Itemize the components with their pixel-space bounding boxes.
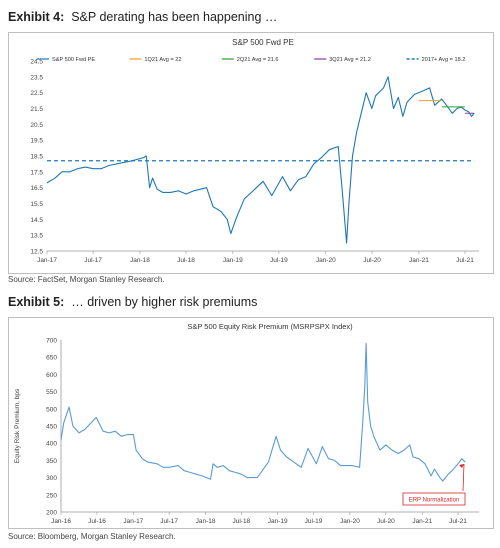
exhibit-5-label: Exhibit 5: <box>8 295 65 309</box>
x-tick-label: Jan-21 <box>412 518 432 525</box>
x-tick-label: Jan-21 <box>409 257 429 264</box>
y-tick-label: 19.5 <box>30 138 43 145</box>
x-tick-label: Jul-20 <box>377 518 395 525</box>
series-line-s-p-500-fwd-pe <box>46 76 475 244</box>
x-tick-label: Jan-19 <box>268 518 288 525</box>
y-tick-label: 17.5 <box>30 169 43 176</box>
x-tick-label: Jul-18 <box>177 257 195 264</box>
x-tick-label: Jan-17 <box>123 518 143 525</box>
exhibit-5: Exhibit 5: … driven by higher risk premi… <box>8 295 494 545</box>
annotation-arrow <box>462 463 465 492</box>
exhibit-4-title: S&P derating has been happening … <box>71 10 278 24</box>
x-tick-label: Jul-21 <box>449 518 467 525</box>
legend-label: 1Q21 Avg = 22 <box>144 57 181 63</box>
y-tick-label: 400 <box>46 441 57 448</box>
x-tick-label: Jul-20 <box>363 257 381 264</box>
x-tick-label: Jan-20 <box>340 518 360 525</box>
x-tick-label: Jan-19 <box>223 257 243 264</box>
legend-label: 2017+ Avg = 18.2 <box>422 57 466 63</box>
y-tick-label: 13.5 <box>30 233 43 240</box>
x-tick-label: Jan-20 <box>316 257 336 264</box>
x-tick-label: Jul-19 <box>270 257 288 264</box>
y-tick-label: 22.5 <box>30 90 43 97</box>
exhibit-4: Exhibit 4: S&P derating has been happeni… <box>8 10 494 285</box>
y-tick-label: 350 <box>46 458 57 465</box>
y-tick-label: 16.5 <box>30 185 43 192</box>
x-tick-label: Jul-17 <box>84 257 102 264</box>
x-tick-label: Jan-18 <box>196 518 216 525</box>
y-tick-label: 23.5 <box>30 74 43 81</box>
x-tick-label: Jul-18 <box>232 518 250 525</box>
x-tick-label: Jan-16 <box>51 518 71 525</box>
exhibit-5-source: Source: Bloomberg, Morgan Stanley Resear… <box>8 532 176 541</box>
y-tick-label: 550 <box>46 389 57 396</box>
series-line-erp <box>60 342 466 482</box>
x-tick-label: Jul-17 <box>160 518 178 525</box>
exhibit-4-heading: Exhibit 4: S&P derating has been happeni… <box>8 10 277 24</box>
chart-1-frame: S&P 500 Fwd PE 12.5 13.5 14.5 15.5 16.5 17.5 18… <box>8 32 494 274</box>
y-tick-label: 450 <box>46 424 57 431</box>
exhibit-4-label: Exhibit 4: <box>8 10 65 24</box>
y-tick-label: 20.5 <box>30 122 43 129</box>
x-tick-label: Jul-16 <box>88 518 106 525</box>
annotation-box <box>402 492 466 506</box>
y-tick-label: 24.5 <box>30 59 43 66</box>
x-tick-label: Jul-21 <box>456 257 474 264</box>
chart-title: S&P 500 Fwd PE <box>232 38 294 47</box>
x-tick-label: Jan-17 <box>37 257 57 264</box>
exhibit-5-title: … driven by higher risk premiums <box>71 295 258 309</box>
pe-chart: S&P 500 Fwd PE 12.5 13.5 14.5 15.5 16.5 17.5 18… <box>30 38 479 264</box>
y-tick-label: 300 <box>46 475 57 482</box>
exhibit-4-source: Source: FactSet, Morgan Stanley Research… <box>8 275 165 284</box>
annotation-label: ERP Normalization <box>409 498 460 504</box>
y-tick-label: 12.5 <box>30 249 43 256</box>
y-tick-label: 15.5 <box>30 201 43 208</box>
erp-chart: S&P 500 Equity Risk Premium (MSRPSPX Ind… <box>14 322 479 525</box>
exhibit-5-heading: Exhibit 5: … driven by higher risk premi… <box>8 295 257 309</box>
x-tick-label: Jul-19 <box>305 518 323 525</box>
y-tick-label: 18.5 <box>30 154 43 161</box>
y-tick-label: 200 <box>46 510 57 517</box>
legend-label: 2Q21 Avg = 21.6 <box>237 57 279 63</box>
chart-title: S&P 500 Equity Risk Premium (MSRPSPX Ind… <box>187 322 353 331</box>
legend-label: S&P 500 Fwd PE <box>52 57 95 63</box>
y-tick-label: 21.5 <box>30 106 43 113</box>
y-tick-label: 14.5 <box>30 217 43 224</box>
y-axis-label: Equity Risk Premium, bps <box>14 388 21 463</box>
y-tick-label: 650 <box>46 355 57 362</box>
legend-label: 3Q21 Avg = 21.2 <box>329 57 371 63</box>
y-tick-label: 500 <box>46 406 57 413</box>
x-tick-label: Jan-18 <box>130 257 150 264</box>
y-tick-label: 700 <box>46 338 57 345</box>
annotation-arrowhead <box>459 464 464 468</box>
y-tick-label: 250 <box>46 492 57 499</box>
chart-2-frame: S&P 500 Equity Risk Premium (MSRPSPX Ind… <box>8 317 494 529</box>
y-tick-label: 600 <box>46 372 57 379</box>
